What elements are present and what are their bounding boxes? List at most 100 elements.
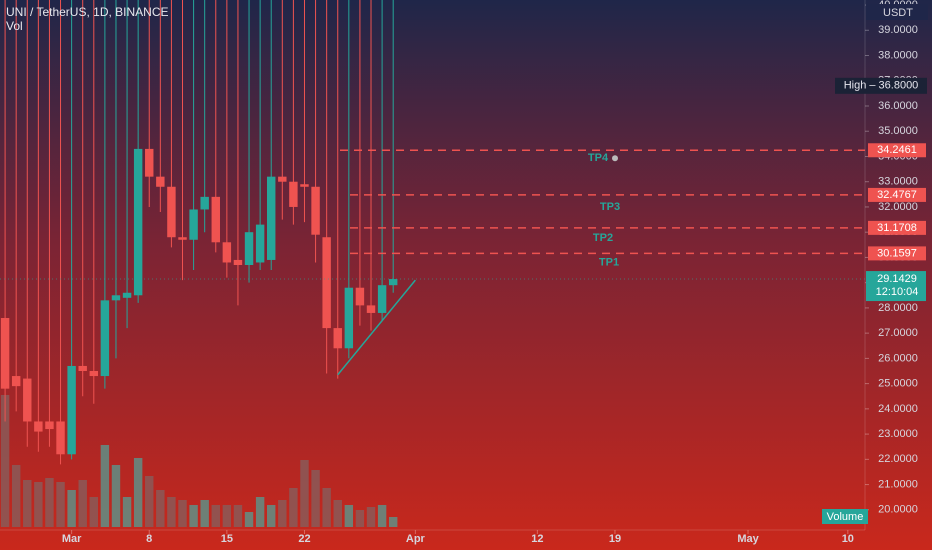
- candle-body: [388, 279, 398, 286]
- candle-body: [178, 237, 187, 240]
- y-tick-label: 26.0000: [878, 352, 918, 364]
- y-tick-label: 39.0000: [878, 24, 918, 36]
- volume-bar: [78, 480, 87, 527]
- volume-bar: [23, 480, 32, 527]
- chart-title: UNI / TetherUS, 1D, BINANCE: [6, 5, 169, 19]
- price-tag-label: 30.1597: [877, 247, 917, 259]
- candle-body: [355, 287, 365, 306]
- volume-bar: [377, 505, 387, 527]
- y-tick-label: 21.0000: [878, 478, 918, 490]
- volume-bar: [111, 465, 121, 527]
- candle-body: [377, 285, 387, 313]
- candle-body: [222, 242, 232, 263]
- volume-bar: [388, 517, 398, 527]
- plot-area: [0, 0, 416, 527]
- volume-bar: [322, 488, 331, 527]
- candle-body: [322, 237, 331, 329]
- y-tick-label: 38.0000: [878, 49, 918, 61]
- volume-bar: [222, 505, 232, 527]
- candle-body: [78, 365, 87, 371]
- x-tick-label: Apr: [406, 533, 426, 545]
- candle-body: [45, 421, 54, 430]
- volume-bar: [56, 482, 65, 527]
- countdown: 12:10:04: [876, 286, 919, 298]
- volume-bar: [366, 507, 376, 527]
- volume-bar: [189, 505, 198, 527]
- candle-body: [11, 376, 21, 387]
- candle-body: [122, 292, 132, 298]
- y-tick-label: 28.0000: [878, 302, 918, 314]
- volume-bar: [233, 505, 243, 527]
- price-tag: [868, 220, 926, 235]
- last-price-tag: [866, 271, 926, 302]
- candle-body: [311, 186, 320, 235]
- candle-body: [56, 421, 65, 455]
- x-tick-label: 10: [842, 533, 854, 545]
- volume-title: Vol: [6, 19, 23, 33]
- candle-body: [145, 148, 154, 177]
- volume-bar: [145, 476, 154, 527]
- candle-body: [167, 186, 176, 238]
- candle-body: [233, 259, 243, 265]
- trendline: [337, 279, 416, 376]
- candle-body: [100, 300, 110, 377]
- x-tick-label: 22: [298, 533, 310, 545]
- x-tick-label: Mar: [62, 533, 82, 545]
- price-tag: [868, 143, 926, 158]
- candle-body: [211, 196, 220, 243]
- candle-body: [244, 232, 254, 265]
- y-tick-label: 24.0000: [878, 403, 918, 415]
- candle-body: [111, 295, 121, 301]
- volume-bar: [300, 460, 309, 527]
- volume-bar: [89, 497, 99, 527]
- y-tick-label: 33.0000: [878, 176, 918, 188]
- candle-body: [333, 328, 342, 349]
- price-tag-label: 32.4767: [877, 189, 917, 201]
- x-tick-label: 12: [531, 533, 543, 545]
- volume-bar: [178, 500, 187, 527]
- candle-body: [0, 318, 10, 389]
- y-tick-label: 36.0000: [878, 100, 918, 112]
- volume-bar: [267, 505, 276, 527]
- candle-body: [366, 305, 376, 313]
- last-price-label: 29.1429: [877, 273, 917, 285]
- volume-bar: [355, 510, 365, 527]
- volume-bar: [344, 505, 354, 527]
- volume-bar: [100, 445, 110, 527]
- target-label: TP4: [588, 152, 609, 164]
- candle-body: [67, 365, 76, 455]
- y-tick-label: 20.0000: [878, 504, 918, 516]
- candle-body: [189, 209, 198, 240]
- candle-body: [133, 148, 143, 296]
- volume-tag-label: Volume: [827, 511, 864, 523]
- candle-body: [89, 371, 99, 377]
- volume-bar: [67, 490, 76, 527]
- price-tag: [868, 246, 926, 261]
- candle-body: [344, 287, 354, 349]
- y-tick-label: 25.0000: [878, 378, 918, 390]
- volume-bar: [45, 478, 54, 527]
- currency: USDT: [883, 7, 913, 19]
- x-tick-label: May: [737, 533, 759, 545]
- marker-dot: [612, 155, 618, 162]
- high-tag: [835, 77, 927, 94]
- volume-bar: [0, 395, 10, 527]
- volume-bar: [244, 512, 254, 527]
- currency-bg: [866, 4, 928, 20]
- price-tag: [868, 187, 926, 202]
- y-tick-label: 27.0000: [878, 327, 918, 339]
- x-tick-label: 8: [146, 533, 152, 545]
- candle-body: [267, 176, 276, 260]
- candle-body: [200, 196, 209, 210]
- price-tag-label: 34.2461: [877, 144, 917, 156]
- x-tick-label: 15: [221, 533, 233, 545]
- target-label: TP3: [600, 201, 620, 213]
- y-tick-label: 23.0000: [878, 428, 918, 440]
- volume-bar: [34, 482, 43, 527]
- target-label: TP2: [593, 232, 613, 244]
- x-tick-label: 19: [609, 533, 621, 545]
- volume-bar: [311, 470, 320, 527]
- volume-bar: [211, 505, 220, 527]
- y-tick-label: 35.0000: [878, 125, 918, 137]
